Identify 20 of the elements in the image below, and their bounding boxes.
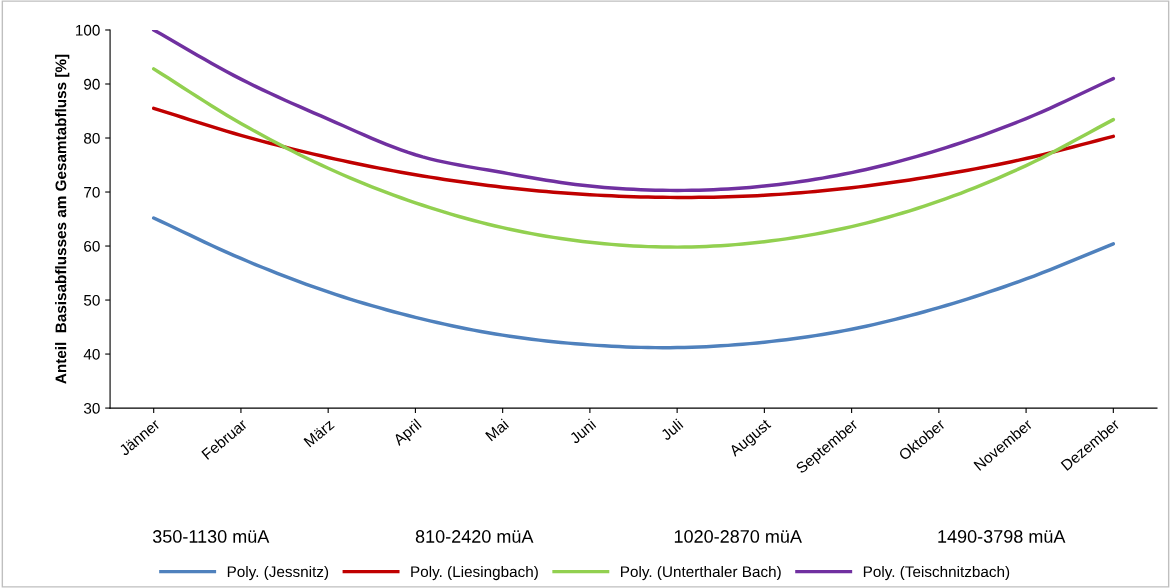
text: 1020-2870 müA	[674, 530, 802, 543]
x-tick-label: Juni	[568, 418, 597, 445]
x-tick-label: Juli	[659, 418, 684, 441]
legend-label: Poly. (Jessnitz)	[227, 565, 329, 581]
y-tick-label: 90	[84, 78, 100, 90]
y-tick-label: 100	[76, 24, 100, 36]
y-tick-label: 40	[83, 348, 100, 360]
y-tick-label: 60	[84, 240, 100, 252]
y-tick-label: 50	[83, 294, 100, 306]
legend-label: Poly. (Teischnitzbach)	[863, 565, 1010, 581]
text: 350-1130 müA	[152, 530, 270, 543]
y-tick-label: 80	[84, 132, 100, 144]
y-axis-title: Anteil Basisabflusses am Gesamtabfluss [%]	[55, 54, 70, 384]
x-tick-label: Mai	[484, 418, 510, 442]
text: 1490-3798 müA	[938, 530, 1066, 543]
text: 810-2420 müA	[415, 530, 534, 543]
y-tick-label: 30	[83, 402, 100, 414]
legend-label: Poly. (Unterthaler Bach)	[621, 565, 781, 581]
y-tick-label: 70	[84, 186, 100, 198]
legend-label: Poly. (Liesingbach)	[411, 565, 538, 581]
